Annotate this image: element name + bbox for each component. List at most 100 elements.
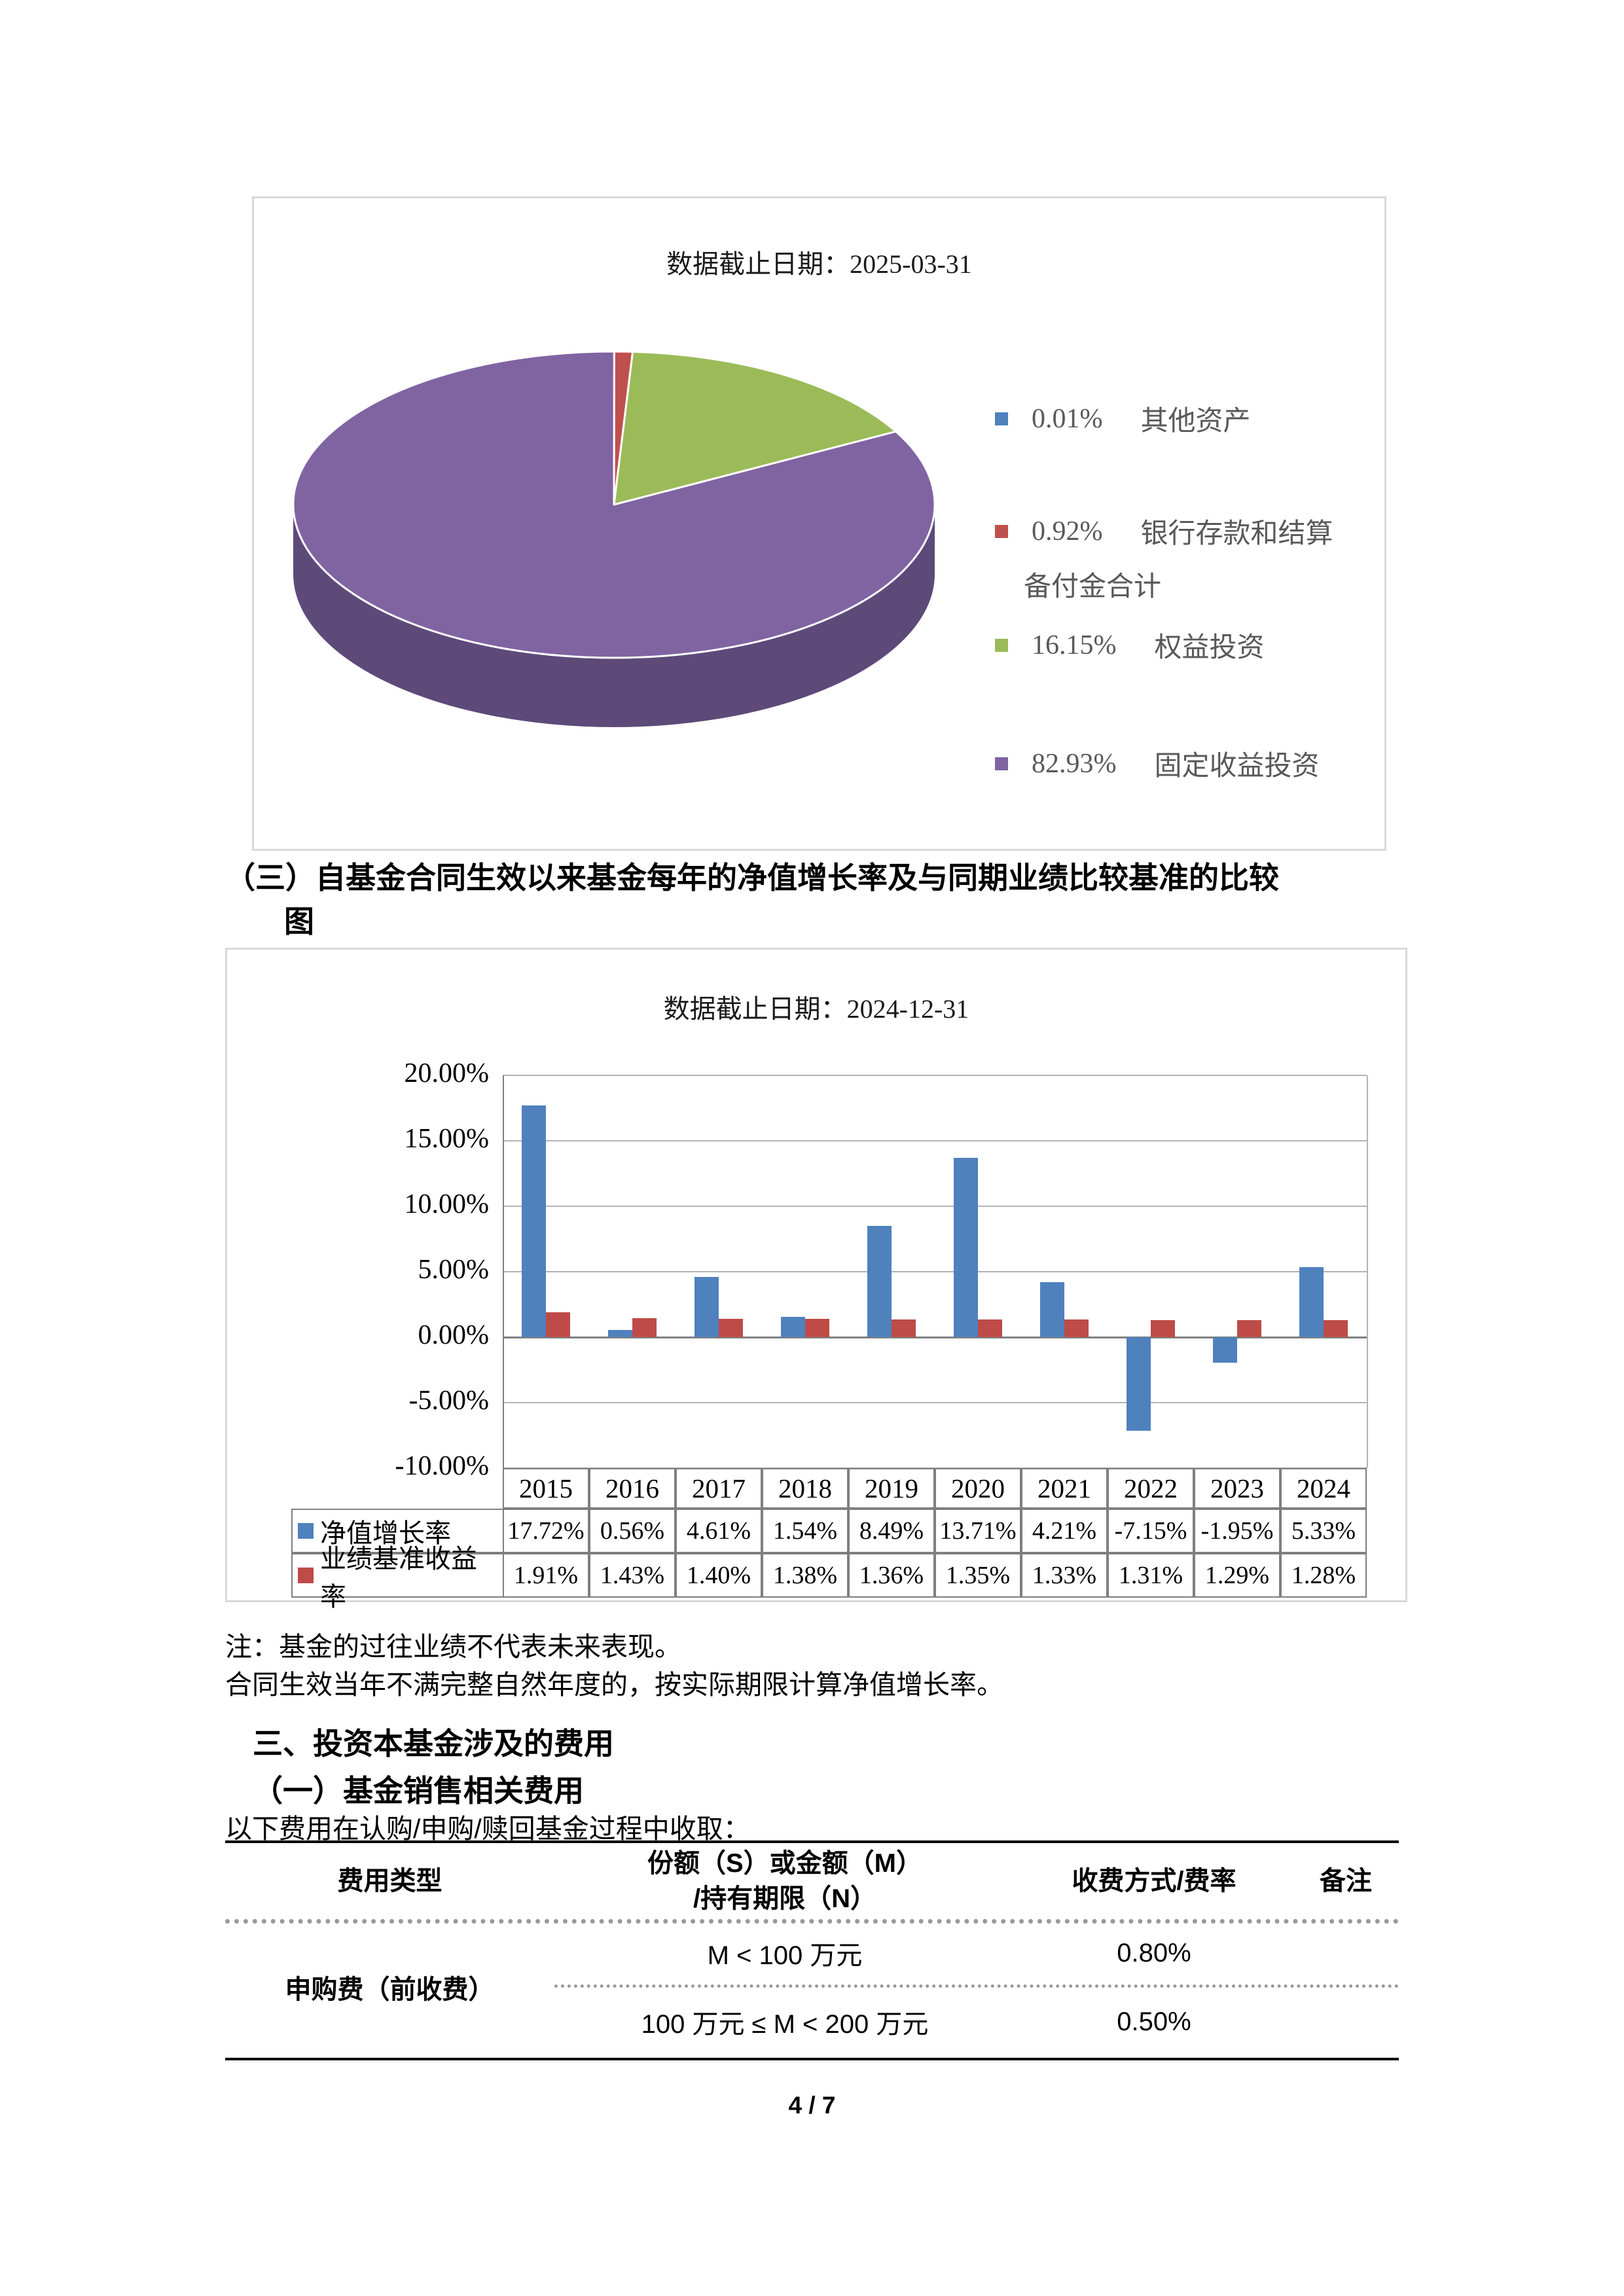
pie-legend-item: 0.92% 银行存款和结算 备付金合计 [995, 511, 1381, 604]
gridline [503, 1336, 1367, 1338]
fee-rate-1: 0.80% [1117, 1938, 1191, 1967]
chart-table-year: 2015 [503, 1468, 589, 1509]
pie-legend-item: 16.15% 权益投资 [995, 625, 1381, 665]
chart-table-value: 5.33% [1280, 1509, 1367, 1553]
nav-growth-bar [608, 1329, 632, 1337]
legend-label: 其他资产 [1140, 406, 1251, 437]
benchmark-bar [632, 1318, 657, 1337]
legend-label-wrap: 备付金合计 [1024, 572, 1162, 602]
legend-swatch [995, 757, 1008, 770]
gridline [503, 1140, 1367, 1141]
pie-slice [293, 505, 935, 727]
legend-label: 权益投资 [1154, 633, 1265, 663]
chart-table-year: 2021 [1021, 1468, 1108, 1509]
series-legend-swatch [298, 1523, 314, 1539]
y-axis-tick: 15.00% [404, 1124, 490, 1154]
benchmark-bar [1151, 1319, 1175, 1337]
fee-col-header-rate: 收费方式/费率 [1072, 1867, 1236, 1895]
chart-table-value: 17.72% [503, 1509, 589, 1553]
pie-legend-item: 0.01% 其他资产 [995, 399, 1381, 439]
y-axis-tick: 20.00% [404, 1058, 490, 1088]
benchmark-bar [1237, 1320, 1261, 1337]
y-axis-line [503, 1075, 504, 1468]
chart-table-value: 1.28% [1280, 1553, 1367, 1598]
nav-growth-bar [867, 1226, 892, 1337]
bar-chart-panel: 数据截止日期：2024-12-31 20.00% 15.00% 10.00% 5.00… [225, 948, 1407, 1611]
benchmark-bar [1324, 1320, 1348, 1337]
y-axis-tick: 5.00% [418, 1255, 490, 1285]
note-line-2: 合同生效当年不满完整自然年度的，按实际期限计算净值增长率。 [225, 1670, 1003, 1700]
pie-chart [292, 350, 936, 727]
gridline [503, 1402, 1367, 1403]
legend-value: 82.93% [1032, 748, 1117, 779]
y-axis-tick: 10.00% [404, 1189, 490, 1219]
nav-growth-bar [522, 1105, 546, 1337]
chart-table-year: 2023 [1194, 1468, 1280, 1509]
chart-table-value: 0.56% [589, 1509, 676, 1553]
chart-table-value: 1.35% [935, 1553, 1021, 1598]
series-name: 净值增长率 [320, 1518, 451, 1548]
fees-intro: 以下费用在认购/申购/赎回基金过程中收取： [225, 1814, 750, 1844]
chart-table-value: 1.29% [1194, 1553, 1280, 1598]
fee-col-header-type: 费用类型 [337, 1867, 442, 1895]
gridline [503, 1271, 1367, 1272]
chart-table-year: 2017 [676, 1468, 762, 1509]
fees-section-title: 三、投资本基金涉及的费用 [253, 1727, 614, 1761]
fee-table-row-divider [554, 1984, 1399, 1988]
benchmark-bar [719, 1319, 743, 1337]
nav-growth-bar [695, 1276, 719, 1337]
chart-table-value: 1.31% [1108, 1553, 1194, 1598]
chart-table-value: 13.71% [935, 1509, 1021, 1553]
fee-col-header-amount-line1: 份额（S）或金额（M） [647, 1849, 922, 1878]
chart-table-year: 2016 [589, 1468, 676, 1509]
gridline [503, 1075, 1367, 1076]
legend-swatch [995, 412, 1008, 425]
benchmark-bar [892, 1319, 916, 1337]
chart-table-value: 1.54% [762, 1509, 848, 1553]
legend-swatch [995, 524, 1008, 538]
pie-slice [292, 350, 936, 659]
chart-table-year: 2022 [1108, 1468, 1194, 1509]
fee-col-header-remark: 备注 [1320, 1867, 1372, 1895]
legend-value: 0.01% [1032, 403, 1103, 434]
fee-condition-2: 100 万元 ≤ M < 200 万元 [641, 2010, 929, 2039]
benchmark-bar [1064, 1319, 1089, 1337]
y-axis-tick: -5.00% [408, 1386, 489, 1416]
chart-table-value: 1.38% [762, 1553, 848, 1598]
section-heading-compare-line1: （三）自基金合同生效以来基金每年的净值增长率及与同期业绩比较基准的比较 [225, 861, 1279, 895]
chart-table-value: -7.15% [1108, 1509, 1194, 1553]
chart-table-value: -1.95% [1194, 1509, 1280, 1553]
chart-table-value: 8.49% [848, 1509, 935, 1553]
series-legend-swatch [298, 1568, 314, 1583]
chart-table-series-label: 净值增长率 [291, 1509, 504, 1553]
fee-table-header-divider [225, 1919, 1399, 1924]
benchmark-bar [805, 1319, 829, 1337]
chart-table-value: 1.36% [848, 1553, 935, 1598]
chart-table-value: 1.33% [1021, 1553, 1108, 1598]
fee-table: 费用类型 份额（S）或金额（M） /持有期限（N） 收费方式/费率 备注 申购费… [225, 1840, 1399, 2060]
pie-slice [613, 350, 897, 506]
fee-col-header-amount: 份额（S）或金额（M） /持有期限（N） [554, 1843, 1015, 1919]
fees-subsection-title: （一）基金销售相关费用 [253, 1774, 584, 1808]
benchmark-bar [978, 1319, 1002, 1337]
note-line-1: 注：基金的过往业绩不代表未来表现。 [225, 1632, 681, 1662]
chart-table-series-label: 业绩基准收益率 [291, 1544, 504, 1611]
pie-chart-panel: 数据截止日期：2025-03-31 0.01% 其他资产 0.92% 银行存款和结算备… [252, 196, 1386, 851]
chart-table-value: 4.21% [1021, 1509, 1108, 1553]
legend-swatch [995, 638, 1008, 652]
section-heading-compare-line2: 图 [284, 905, 314, 939]
pie-legend-item: 82.93% 固定收益投资 [995, 744, 1381, 783]
page-number: 4 / 7 [788, 2092, 836, 2119]
chart-table-year: 2020 [935, 1468, 1021, 1509]
y-axis-tick: -10.00% [395, 1451, 489, 1481]
chart-table-year: 2018 [762, 1468, 848, 1509]
benchmark-bar [546, 1312, 570, 1337]
y-axis-tick: 0.00% [418, 1320, 490, 1350]
chart-table-value: 4.61% [676, 1509, 762, 1553]
fee-type-cell: 申购费（前收费） [285, 1975, 495, 2004]
gridline [503, 1206, 1367, 1207]
chart-table-value: 1.40% [676, 1553, 762, 1598]
series-name: 业绩基准收益率 [320, 1544, 477, 1611]
plot-right-border [1367, 1075, 1368, 1468]
